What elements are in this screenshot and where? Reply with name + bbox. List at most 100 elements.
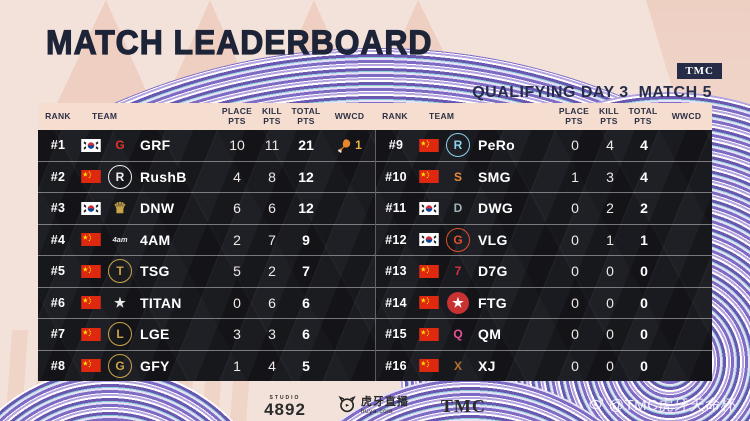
page-title: MATCH LEADERBOARD bbox=[45, 23, 433, 62]
table-body: #1 G GRF 10 11 21 1 #2 R RushB 4 8 12 #3 ♛ DNW 6 6 12 #4 4am… bbox=[38, 130, 375, 381]
leaderboard-right-half: RANK TEAM PLACE PTS KILL PTS TOTAL PTS WWCD #9 R Pe… bbox=[375, 103, 712, 381]
table-row: #13 7 D7G 0 0 0 bbox=[376, 255, 712, 287]
header-rank: RANK bbox=[382, 110, 408, 121]
table-row: #10 S SMG 1 3 4 bbox=[376, 160, 712, 193]
flag-cell bbox=[78, 296, 104, 310]
wwcd-count: 1 bbox=[355, 138, 362, 153]
total-pts-cell: 12 bbox=[298, 200, 314, 217]
kill-pts-cell: 0 bbox=[606, 294, 614, 311]
flag-cell bbox=[78, 359, 104, 373]
place-pts-cell: 1 bbox=[571, 168, 579, 185]
table-header-row: RANK TEAM PLACE PTS KILL PTS TOTAL PTS WWCD bbox=[375, 103, 712, 130]
team-logo-icon: ★ bbox=[114, 295, 126, 311]
total-pts-cell: 21 bbox=[298, 137, 314, 154]
weibo-icon bbox=[589, 395, 604, 414]
watermark: @TMC虎牙天命杯 bbox=[589, 394, 736, 415]
flag-cn-icon bbox=[81, 359, 101, 373]
table-row: #2 R RushB 4 8 12 bbox=[38, 160, 375, 193]
rank-cell: #8 bbox=[50, 358, 66, 373]
team-logo-icon: G bbox=[446, 227, 470, 252]
header-kill-pts: KILL PTS bbox=[598, 105, 620, 126]
kill-pts-cell: 4 bbox=[606, 137, 614, 154]
team-logo-icon: ★ bbox=[447, 291, 469, 314]
flag-cn-icon bbox=[419, 170, 439, 184]
table-row: #16 X XJ 0 0 0 bbox=[376, 349, 712, 382]
team-logo-icon: G bbox=[108, 353, 132, 378]
team-logo-icon: D bbox=[453, 201, 463, 216]
table-row: #15 Q QM 0 0 0 bbox=[376, 318, 712, 350]
total-pts-cell: 12 bbox=[298, 168, 314, 185]
huya-name: 虎牙直播 bbox=[360, 396, 409, 409]
total-pts-cell: 0 bbox=[640, 357, 648, 374]
drumstick-icon bbox=[338, 138, 351, 153]
header-team: TEAM bbox=[92, 110, 118, 121]
flag-kr-icon bbox=[419, 201, 439, 215]
kill-pts-cell: 4 bbox=[268, 357, 276, 374]
leaderboard-table: RANK TEAM PLACE PTS KILL PTS TOTAL PTS WWCD #1 G GR… bbox=[38, 103, 712, 381]
team-logo-icon: G bbox=[115, 138, 125, 153]
rank-cell: #10 bbox=[385, 169, 407, 184]
place-pts-cell: 0 bbox=[571, 263, 579, 280]
rank-cell: #2 bbox=[50, 169, 66, 184]
team-name-cell: VLG bbox=[478, 231, 508, 248]
place-pts-cell: 2 bbox=[233, 231, 241, 248]
team-logo-icon: X bbox=[453, 358, 462, 373]
flag-cn-icon bbox=[419, 359, 439, 373]
header-team: TEAM bbox=[429, 110, 455, 121]
flag-cell bbox=[78, 138, 104, 152]
table-row: #6 ★ TITAN 0 6 6 bbox=[38, 286, 375, 319]
kill-pts-cell: 7 bbox=[268, 231, 276, 248]
flag-cn-icon bbox=[81, 170, 101, 184]
flag-cn-icon bbox=[419, 296, 439, 310]
flag-kr-icon bbox=[81, 138, 101, 152]
total-pts-cell: 4 bbox=[640, 168, 648, 185]
table-row: #1 G GRF 10 11 21 1 bbox=[38, 130, 375, 161]
team-name-cell: D7G bbox=[478, 263, 508, 280]
table-row: #3 ♛ DNW 6 6 12 bbox=[38, 192, 375, 224]
team-logo-icon: T bbox=[108, 259, 132, 284]
total-pts-cell: 4 bbox=[640, 137, 648, 154]
place-pts-cell: 0 bbox=[571, 357, 579, 374]
team-logo-cell: R bbox=[442, 133, 474, 158]
table-row: #8 G GFY 1 4 5 bbox=[38, 349, 375, 382]
team-logo-cell: 7 bbox=[442, 260, 474, 282]
rank-cell: #14 bbox=[385, 295, 407, 310]
team-logo-cell: G bbox=[442, 227, 474, 252]
kill-pts-cell: 1 bbox=[606, 231, 614, 248]
place-pts-cell: 10 bbox=[229, 137, 245, 154]
header-place-pts: PLACE PTS bbox=[558, 105, 590, 126]
team-logo-cell: G bbox=[104, 353, 136, 378]
table-body: #9 R PeRo 0 4 4 #10 S SMG 1 3 4 #11 D DWG 0 2 2 #12 G VLG 0 1 1… bbox=[375, 130, 712, 381]
rank-cell: #16 bbox=[385, 358, 407, 373]
team-logo-icon: R bbox=[108, 164, 132, 189]
flag-cell bbox=[416, 327, 442, 341]
team-logo-icon: Q bbox=[453, 327, 463, 342]
flag-cell bbox=[416, 296, 442, 310]
total-pts-cell: 9 bbox=[302, 231, 310, 248]
kill-pts-cell: 3 bbox=[268, 326, 276, 343]
studio-4892-logo: STUDIO 4892 bbox=[264, 395, 306, 419]
header-kill-pts: KILL PTS bbox=[261, 105, 283, 126]
team-name-cell: 4AM bbox=[140, 231, 171, 248]
flag-cn-icon bbox=[419, 138, 439, 152]
huya-logo: 虎牙直播 huya.com bbox=[338, 395, 409, 418]
team-logo-cell: G bbox=[104, 134, 136, 156]
kill-pts-cell: 2 bbox=[268, 263, 276, 280]
match-subtitle: QUALIFYING DAY 3 MATCH 5 bbox=[472, 84, 712, 101]
total-pts-cell: 6 bbox=[302, 326, 310, 343]
wwcd-cell: 1 bbox=[324, 138, 375, 153]
watermark-text: @TMC虎牙天命杯 bbox=[608, 397, 736, 414]
team-name-cell: GFY bbox=[140, 357, 170, 374]
team-name-cell: SMG bbox=[478, 168, 511, 185]
team-logo-icon: S bbox=[453, 169, 462, 184]
studio-number: 4892 bbox=[264, 399, 306, 419]
flag-cn-icon bbox=[81, 327, 101, 341]
total-pts-cell: 1 bbox=[640, 231, 648, 248]
flag-cn-icon bbox=[81, 264, 101, 278]
team-logo-cell: D bbox=[442, 197, 474, 219]
team-name-cell: GRF bbox=[140, 137, 171, 154]
flag-cn-icon bbox=[419, 264, 439, 278]
team-logo-icon: 4am bbox=[112, 235, 128, 244]
team-logo-cell: ★ bbox=[104, 292, 136, 314]
